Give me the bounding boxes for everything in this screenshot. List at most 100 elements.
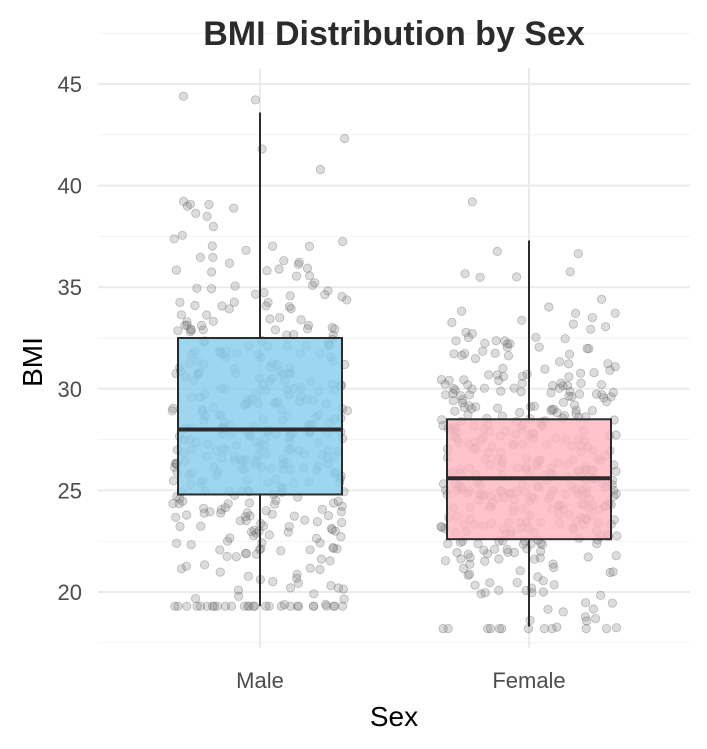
jitter-point (554, 383, 565, 393)
jitter-point (449, 349, 459, 359)
jitter-point (336, 507, 346, 517)
jitter-point (502, 342, 512, 352)
jitter-point (463, 410, 473, 420)
jitter-point (199, 508, 209, 518)
jitter-point (587, 312, 598, 323)
jitter-point (533, 572, 543, 582)
jitter-point (270, 325, 280, 335)
jitter-point (330, 526, 340, 536)
jitter-point (612, 531, 622, 541)
jitter-point (178, 91, 189, 101)
jitter-point (517, 378, 527, 388)
jitter-point (562, 380, 573, 391)
jitter-point (473, 539, 483, 549)
jitter-point (611, 551, 621, 561)
jitter-point (186, 539, 196, 550)
jitter-point (548, 380, 558, 391)
jitter-point (479, 383, 489, 393)
jitter-point (546, 405, 556, 416)
jitter-point (554, 357, 565, 367)
jitter-point (511, 272, 522, 282)
jitter-point (202, 601, 212, 611)
jitter-point (494, 585, 504, 596)
jitter-point (480, 588, 490, 598)
jitter-point (595, 590, 606, 600)
jitter-point (186, 324, 196, 334)
jitter-point (292, 569, 302, 580)
jitter-point (308, 601, 319, 611)
jitter-point (208, 252, 218, 262)
jitter-point (202, 211, 212, 221)
jitter-point (543, 604, 553, 614)
jitter-point (560, 334, 570, 344)
jitter-point (450, 406, 460, 416)
jitter-point (315, 538, 325, 548)
jitter-point (250, 95, 261, 105)
jitter-point (529, 554, 540, 564)
jitter-point (518, 539, 528, 549)
jitter-point (574, 389, 585, 399)
jitter-point (171, 265, 181, 275)
jitter-point (325, 556, 335, 566)
jitter-point (242, 508, 252, 518)
jitter-point (461, 327, 471, 337)
jitter-point (204, 199, 214, 210)
jitter-point (167, 406, 177, 416)
jitter-point (199, 503, 209, 513)
jitter-point (443, 623, 453, 634)
jitter-point (224, 258, 235, 268)
jitter-point (320, 289, 330, 300)
jitter-point (250, 601, 260, 611)
jitter-point (491, 336, 501, 346)
jitter-point (498, 371, 508, 382)
jitter-point (537, 539, 548, 550)
jitter-point (173, 601, 183, 611)
jitter-point (208, 601, 218, 611)
jitter-point (248, 601, 258, 611)
jitter-point (538, 576, 548, 586)
jitter-point (185, 199, 195, 209)
jitter-point (568, 319, 578, 329)
jitter-point (467, 384, 477, 394)
jitter-point (460, 269, 470, 279)
jitter-point (457, 394, 467, 405)
y-tick-label: 30 (58, 377, 82, 402)
jitter-point (241, 548, 251, 559)
jitter-point (268, 576, 278, 587)
jitter-point (573, 249, 583, 259)
jitter-point (198, 325, 208, 335)
jitter-point (233, 585, 244, 595)
jitter-point (590, 613, 601, 624)
jitter-point (285, 291, 295, 301)
jitter-point (336, 532, 346, 542)
jitter-point (304, 241, 314, 251)
jitter-point (208, 221, 218, 232)
jitter-point (552, 408, 562, 418)
jitter-point (564, 349, 575, 359)
jitter-point (293, 259, 303, 269)
jitter-point (196, 521, 206, 531)
jitter-point (209, 601, 219, 611)
jitter-point (549, 404, 559, 415)
jitter-point (175, 521, 185, 532)
jitter-point (315, 164, 326, 175)
jitter-point (459, 348, 470, 359)
jitter-point (208, 316, 218, 326)
jitter-point (438, 623, 448, 634)
jitter-point (610, 362, 620, 372)
jitter-point (448, 396, 458, 406)
jitter-point (217, 301, 227, 311)
jitter-point (608, 387, 618, 398)
y-tick-label: 35 (58, 275, 82, 300)
jitter-point (276, 546, 286, 556)
jitter-point (303, 320, 314, 330)
jitter-point (262, 265, 272, 276)
jitter-point (226, 601, 237, 611)
jitter-point (243, 601, 253, 611)
jitter-point (249, 531, 259, 541)
jitter-point (307, 280, 318, 290)
jitter-point (494, 375, 504, 386)
jitter-point (168, 476, 178, 486)
jitter-point (483, 370, 494, 380)
